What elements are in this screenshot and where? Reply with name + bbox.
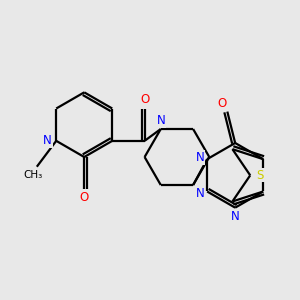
Text: O: O (80, 191, 89, 204)
Text: O: O (218, 97, 227, 110)
Text: S: S (257, 169, 264, 182)
Text: N: N (156, 114, 165, 127)
Text: N: N (231, 210, 239, 223)
Text: CH₃: CH₃ (23, 170, 42, 180)
Text: N: N (196, 151, 205, 164)
Text: O: O (140, 94, 149, 106)
Text: N: N (43, 134, 52, 147)
Text: N: N (196, 187, 205, 200)
